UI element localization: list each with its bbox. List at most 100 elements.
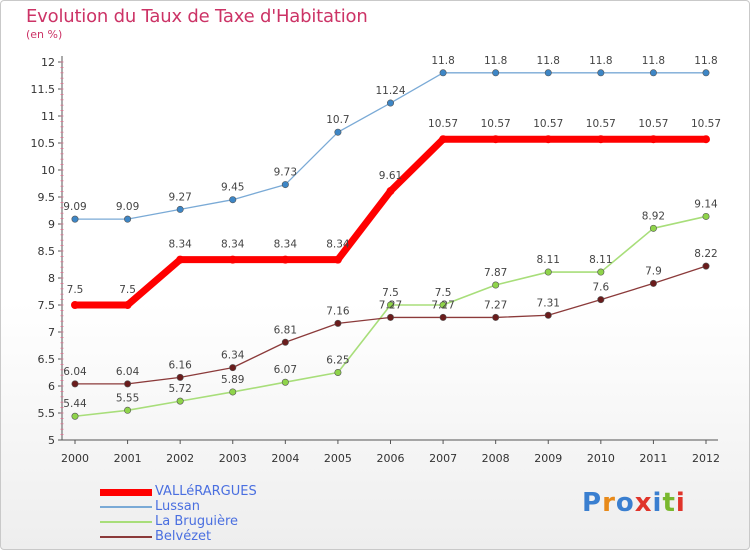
data-label: 9.09 — [63, 201, 86, 213]
x-tick-label: 2001 — [114, 452, 142, 465]
data-label: 11.24 — [375, 85, 405, 97]
data-label: 8.11 — [589, 254, 612, 266]
chart-title: Evolution du Taux de Taxe d'Habitation — [26, 6, 368, 27]
data-label: 5.72 — [168, 383, 191, 395]
data-point — [439, 313, 447, 321]
x-tick-label: 2000 — [61, 452, 89, 465]
data-point — [123, 301, 132, 309]
data-point — [386, 301, 394, 309]
data-label: 11.8 — [694, 55, 717, 67]
data-label: 6.07 — [274, 364, 297, 376]
y-tick-label: 10.5 — [31, 137, 56, 150]
data-label: 10.57 — [691, 118, 721, 130]
data-label: 5.55 — [116, 392, 139, 404]
data-point — [649, 224, 657, 232]
data-label: 6.04 — [63, 366, 87, 378]
data-point — [281, 378, 289, 386]
x-tick-label: 2005 — [324, 452, 352, 465]
data-point — [544, 268, 552, 276]
x-tick-label: 2012 — [692, 452, 720, 465]
legend-label: VALLéRARGUES — [155, 484, 257, 499]
data-label: 10.57 — [638, 118, 668, 130]
y-tick-label: 12 — [41, 56, 55, 69]
data-point — [386, 99, 394, 107]
legend-label: Lussan — [155, 499, 201, 514]
data-label: 10.7 — [326, 114, 349, 126]
data-label: 8.22 — [694, 248, 717, 260]
data-point — [492, 313, 500, 321]
x-tick-label: 2004 — [271, 452, 299, 465]
y-tick-label: 6.5 — [38, 353, 56, 366]
data-label: 7.5 — [382, 287, 399, 299]
data-label: 7.27 — [431, 299, 454, 311]
data-point — [176, 373, 184, 381]
y-tick-label: 10 — [41, 164, 55, 177]
legend-label: La Bruguière — [155, 514, 239, 529]
data-point — [281, 255, 290, 264]
data-label: 7.5 — [435, 287, 452, 299]
data-point — [71, 215, 79, 223]
x-tick-label: 2010 — [587, 452, 615, 465]
data-point — [702, 135, 710, 144]
y-tick-label: 9 — [48, 218, 55, 231]
data-point — [386, 313, 394, 321]
data-label: 8.34 — [326, 239, 350, 251]
data-point — [649, 279, 657, 287]
data-point — [71, 412, 79, 420]
data-label: 9.14 — [694, 198, 718, 210]
data-point — [229, 364, 237, 372]
y-tick-label: 7 — [48, 326, 55, 339]
data-point — [334, 368, 342, 376]
x-tick-label: 2003 — [219, 452, 247, 465]
data-point — [596, 135, 605, 144]
data-point — [124, 215, 132, 223]
data-label: 6.04 — [116, 366, 140, 378]
data-label: 5.89 — [221, 374, 244, 386]
data-label: 7.31 — [537, 297, 560, 309]
data-label: 11.8 — [642, 55, 665, 67]
data-label: 6.34 — [221, 350, 245, 362]
data-point — [229, 388, 237, 396]
legend-label: Belvézet — [155, 529, 212, 544]
data-point — [492, 69, 500, 77]
chart-unit: (en %) — [26, 28, 63, 41]
y-tick-label: 9.5 — [38, 191, 56, 204]
data-label: 9.73 — [274, 167, 297, 179]
data-point — [597, 268, 605, 276]
data-label: 10.57 — [586, 118, 616, 130]
data-point — [333, 255, 342, 264]
x-tick-label: 2009 — [534, 452, 562, 465]
data-point — [176, 205, 184, 213]
data-label: 11.8 — [484, 55, 507, 67]
data-point — [281, 181, 289, 189]
data-label: 11.8 — [431, 55, 454, 67]
data-label: 11.8 — [589, 55, 612, 67]
data-point — [228, 255, 237, 264]
data-label: 8.34 — [274, 239, 298, 251]
y-tick-label: 5.5 — [38, 407, 56, 420]
x-tick-label: 2006 — [377, 452, 405, 465]
line-chart: 5 5.5 6 6.5 7 7.5 8 8.5 9 9.5 10 10.5 11 11.5 12 2000 20… — [31, 55, 722, 465]
data-point — [491, 135, 500, 144]
data-label: 8.34 — [221, 239, 245, 251]
x-tick-label: 2008 — [482, 452, 510, 465]
data-point — [281, 338, 289, 346]
data-point — [649, 69, 657, 77]
data-point — [229, 196, 237, 204]
y-tick-label: 8.5 — [38, 245, 56, 258]
data-label: 8.92 — [642, 210, 665, 222]
data-label: 9.61 — [379, 170, 402, 182]
legend-swatch — [100, 521, 152, 523]
legend-swatch — [100, 536, 152, 538]
data-label: 7.5 — [119, 284, 136, 296]
data-point — [71, 380, 79, 388]
data-point — [544, 135, 553, 144]
data-point — [439, 135, 448, 144]
data-label: 7.6 — [592, 282, 609, 294]
data-point — [702, 69, 710, 77]
y-tick-label: 5 — [48, 434, 55, 447]
data-point — [649, 135, 658, 144]
data-point — [176, 255, 185, 264]
data-label: 7.16 — [326, 305, 350, 317]
